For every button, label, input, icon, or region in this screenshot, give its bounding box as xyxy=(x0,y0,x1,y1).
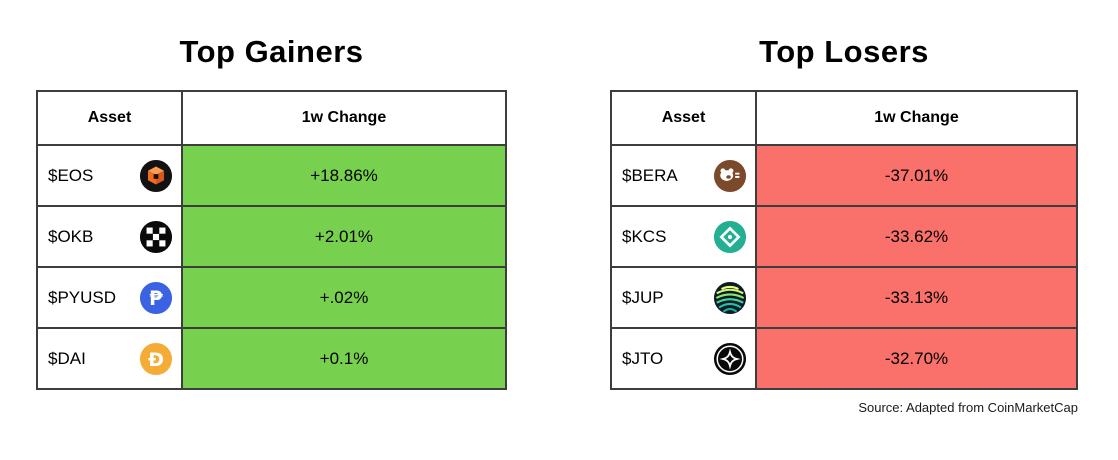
asset-cell: $BERA xyxy=(610,144,757,207)
change-cell: +0.1% xyxy=(181,327,507,390)
asset-ticker: $JTO xyxy=(622,348,664,368)
gainers-table: Asset 1w Change $EOS +18.86% xyxy=(36,90,507,390)
asset-ticker: $KCS xyxy=(622,226,667,246)
asset-ticker: $EOS xyxy=(48,165,94,185)
jup-coin-icon xyxy=(713,281,747,315)
asset-ticker: $JUP xyxy=(622,287,664,307)
change-cell: +2.01% xyxy=(181,205,507,268)
table-header-row: Asset 1w Change xyxy=(36,90,507,146)
svg-text:Đ: Đ xyxy=(148,349,164,371)
asset-ticker: $DAI xyxy=(48,348,86,368)
table-row: $KCS -33.62% xyxy=(610,205,1078,268)
change-cell: -37.01% xyxy=(755,144,1078,207)
losers-title: Top Losers xyxy=(759,34,929,69)
bera-coin-icon xyxy=(713,159,747,193)
change-cell: -33.13% xyxy=(755,266,1078,329)
asset-ticker: $PYUSD xyxy=(48,287,117,307)
table-row: $JUP -33.13% xyxy=(610,266,1078,329)
eos-coin-icon xyxy=(139,159,173,193)
change-column-header: 1w Change xyxy=(181,90,507,146)
table-row: $JTO -32.70% xyxy=(610,327,1078,390)
losers-table: Asset 1w Change $BERA -37.01% xyxy=(610,90,1078,390)
change-column-header: 1w Change xyxy=(755,90,1078,146)
kcs-coin-icon xyxy=(713,220,747,254)
change-cell: -32.70% xyxy=(755,327,1078,390)
asset-cell: $JUP xyxy=(610,266,757,329)
asset-cell: $JTO xyxy=(610,327,757,390)
pyusd-coin-icon: ₱ xyxy=(139,281,173,315)
change-cell: +18.86% xyxy=(181,144,507,207)
change-cell: -33.62% xyxy=(755,205,1078,268)
source-attribution: Source: Adapted from CoinMarketCap xyxy=(858,400,1078,415)
gainers-title: Top Gainers xyxy=(179,34,364,69)
asset-ticker: $OKB xyxy=(48,226,94,246)
svg-text:₱: ₱ xyxy=(149,287,163,310)
table-row: $EOS +18.86% xyxy=(36,144,507,207)
change-cell: +.02% xyxy=(181,266,507,329)
asset-ticker: $BERA xyxy=(622,165,678,185)
table-row: $BERA -37.01% xyxy=(610,144,1078,207)
table-header-row: Asset 1w Change xyxy=(610,90,1078,146)
okb-coin-icon xyxy=(139,220,173,254)
asset-column-header: Asset xyxy=(36,90,183,146)
asset-cell: $PYUSD ₱ xyxy=(36,266,183,329)
asset-column-header: Asset xyxy=(610,90,757,146)
jto-coin-icon xyxy=(713,342,747,376)
asset-cell: $OKB xyxy=(36,205,183,268)
asset-cell: $KCS xyxy=(610,205,757,268)
asset-cell: $EOS xyxy=(36,144,183,207)
asset-cell: $DAI Đ xyxy=(36,327,183,390)
table-row: $PYUSD ₱ +.02% xyxy=(36,266,507,329)
dai-coin-icon: Đ xyxy=(139,342,173,376)
table-row: $OKB +2.01% xyxy=(36,205,507,268)
table-row: $DAI Đ +0.1% xyxy=(36,327,507,390)
